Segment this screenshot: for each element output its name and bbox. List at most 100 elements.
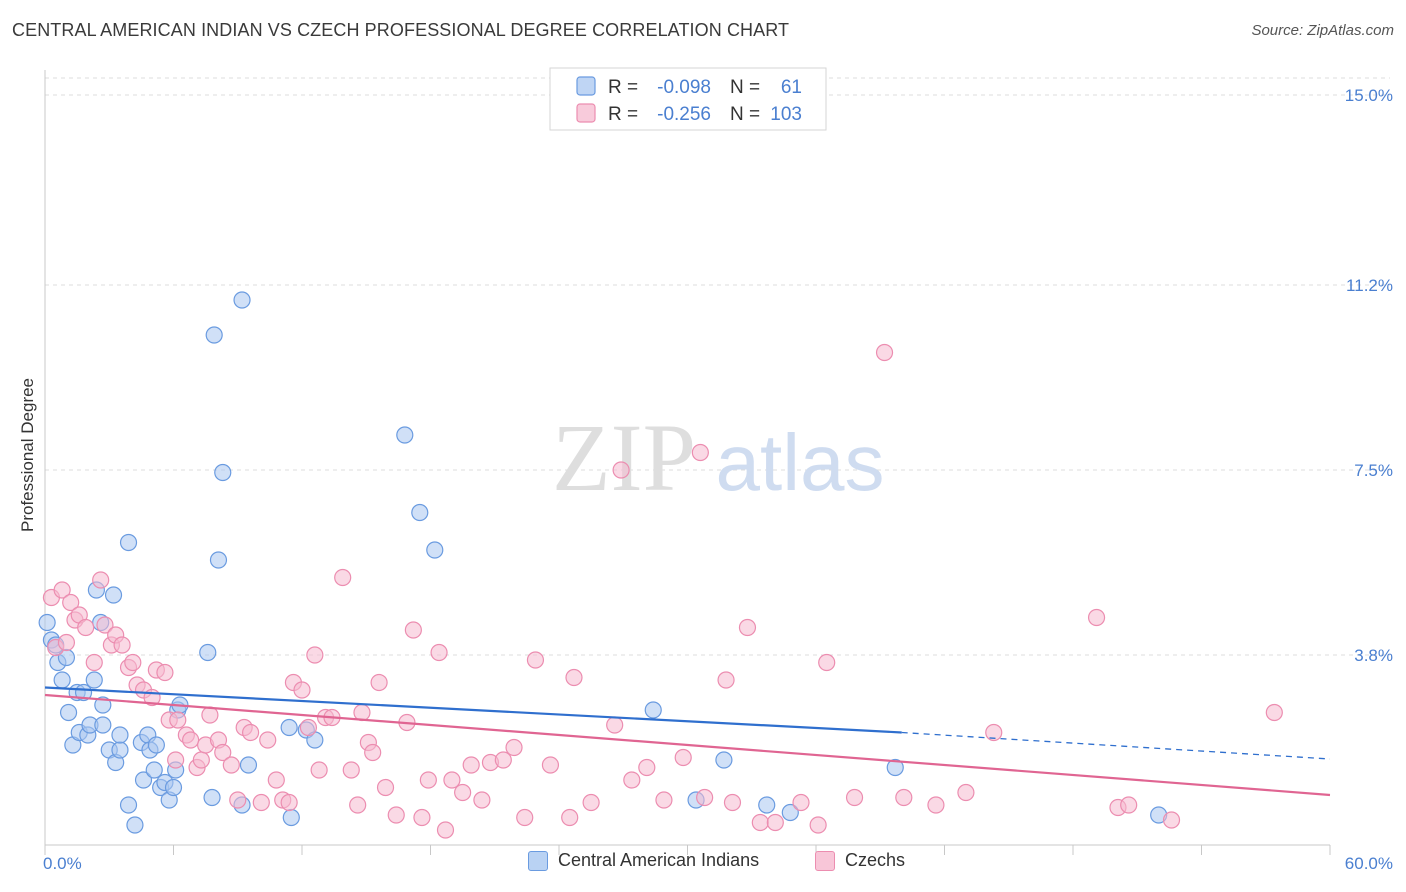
watermark-atlas: atlas (716, 418, 885, 507)
czechs-point-23 (169, 711, 187, 729)
czechs-point-56 (387, 806, 405, 824)
trend-lines (44, 686, 1331, 797)
czechs-point-40 (280, 793, 298, 812)
czechs-point-75 (582, 793, 600, 812)
legend-swatch-0 (576, 76, 596, 96)
czechs-point-15 (124, 653, 142, 672)
czechs-point-63 (443, 771, 461, 789)
legend-n-value-1: 103 (770, 104, 802, 125)
czechs-point-42 (293, 681, 311, 699)
central-american-indians-point-30 (145, 761, 163, 779)
czechs-point-83 (696, 788, 714, 807)
legend-n-value-0: 61 (781, 77, 802, 98)
legend-swatch-1 (576, 103, 596, 123)
czechs-point-64 (454, 783, 472, 802)
central-american-indians-point-46 (239, 756, 258, 774)
central-american-indians-point-4 (53, 671, 71, 689)
czechs-point-68 (494, 751, 512, 769)
czechs-point-37 (259, 731, 277, 749)
czechs-point-71 (526, 651, 545, 669)
legend: R = -0.098 N = 61 R = -0.256 N = 103 (549, 67, 827, 131)
central-american-indians-point-31 (147, 736, 165, 754)
czechs-point-58 (404, 621, 422, 639)
czechs-point-22 (167, 751, 185, 769)
czechs-point-8 (85, 653, 103, 672)
legend-r-value-0: -0.098 (657, 77, 711, 98)
czechs-point-95 (927, 796, 945, 814)
czechs-point-9 (92, 571, 110, 589)
czechs-point-31 (214, 743, 232, 762)
czechs-point-43 (299, 718, 318, 737)
czechs-point-61 (430, 643, 448, 662)
central-american-indians-point-6 (59, 703, 78, 722)
czechs-point-35 (242, 723, 260, 742)
czechs-point-48 (334, 568, 352, 587)
czechs-point-82 (691, 443, 709, 462)
czechs-point-3 (57, 633, 76, 652)
central-american-indians-point-47 (280, 718, 298, 737)
czechs-point-98 (1087, 608, 1106, 627)
czechs-point-84 (717, 671, 735, 689)
grid-lines (45, 77, 1390, 656)
legend-swatch-pink (815, 850, 835, 871)
central-american-indians-point-27 (134, 771, 153, 789)
czechs-point-25 (182, 731, 200, 749)
czechs-point-38 (267, 771, 285, 789)
x-tick-label-1: 60.0% (1345, 854, 1393, 873)
central-american-indians-point-23 (119, 796, 138, 814)
czechs-point-100 (1120, 796, 1138, 814)
central-american-indians-point-13 (85, 671, 103, 689)
central-american-indians-point-51 (396, 426, 414, 444)
czechs-point-85 (723, 793, 742, 812)
czechs-point-4 (62, 593, 80, 612)
czechs-point-77 (612, 461, 630, 479)
central-american-indians-point-39 (199, 643, 217, 662)
central-american-indians-point-48 (282, 808, 300, 827)
watermark-zip: ZIP (552, 404, 696, 511)
chart-title: CENTRAL AMERICAN INDIAN VS CZECH PROFESS… (12, 20, 790, 40)
trend-central-american-indians (44, 686, 902, 734)
central-american-indians-point-21 (111, 741, 129, 759)
series-czechs (42, 343, 1283, 839)
trend-czechs (44, 693, 1331, 797)
axes (44, 70, 1331, 855)
central-american-indians-point-54 (644, 701, 662, 719)
czechs-point-10 (96, 616, 114, 634)
czechs-point-89 (792, 793, 810, 812)
czechs-point-80 (655, 791, 673, 809)
czechs-point-91 (818, 653, 836, 672)
central-american-indians-point-22 (111, 726, 129, 744)
czechs-point-92 (845, 788, 864, 807)
central-american-indians-point-16 (94, 696, 112, 714)
czechs-point-73 (561, 808, 579, 827)
czechs-point-101 (1162, 811, 1181, 829)
central-american-indians-point-40 (203, 788, 221, 807)
central-american-indians-point-57 (758, 796, 776, 814)
central-american-indians-point-58 (781, 803, 799, 822)
czechs-point-93 (875, 343, 894, 362)
czechs-point-88 (766, 813, 784, 832)
source-label: Source: ZipAtlas.com (1251, 22, 1394, 39)
czechs-point-36 (252, 793, 270, 812)
central-american-indians-point-35 (164, 778, 183, 797)
czechs-point-74 (565, 668, 583, 687)
central-american-indians-point-59 (886, 758, 904, 777)
y-tick-label-3: 15.0% (1345, 86, 1393, 105)
czechs-point-97 (985, 723, 1003, 742)
x-tick-label-0: 0.0% (43, 854, 82, 873)
czechs-point-66 (473, 791, 491, 809)
legend-box (549, 67, 827, 131)
czechs-point-81 (674, 748, 692, 767)
czechs-point-62 (436, 821, 455, 839)
czechs-point-79 (638, 758, 656, 777)
central-american-indians-point-24 (119, 533, 138, 552)
czechs-point-94 (895, 788, 913, 807)
central-american-indians-point-53 (426, 541, 444, 559)
czechs-point-29 (201, 706, 219, 724)
czechs-point-76 (606, 716, 624, 734)
watermark: ZIP atlas (552, 404, 884, 511)
legend-label-central-american-indians: Central American Indians (558, 850, 760, 870)
central-american-indians-point-42 (209, 551, 228, 569)
czechs-point-78 (623, 771, 641, 789)
legend-n-label-0: N = (730, 77, 760, 98)
